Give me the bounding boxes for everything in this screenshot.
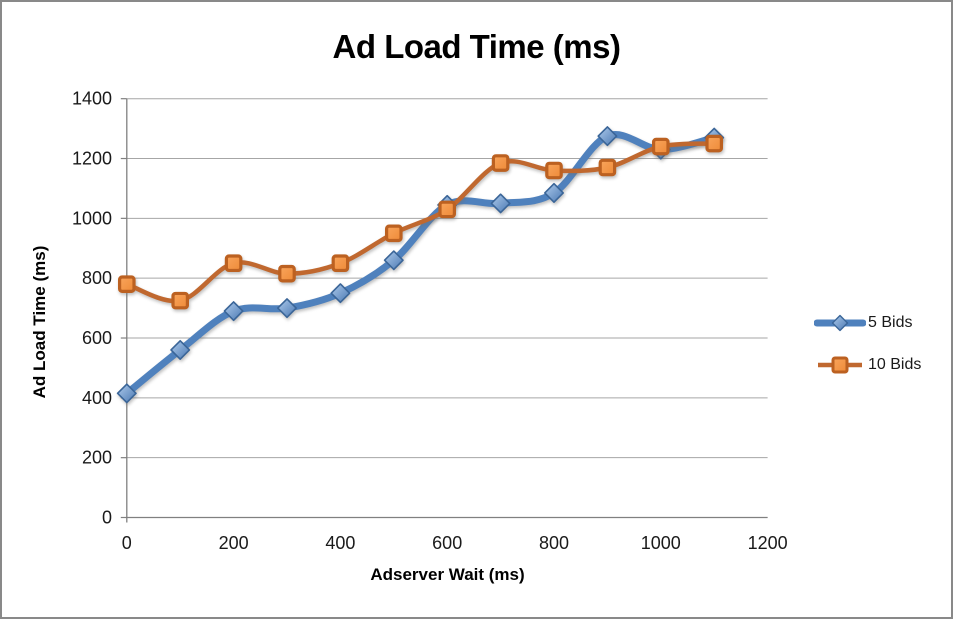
y-tick-label: 400 [82,388,112,408]
series-line [124,141,717,304]
data-point-marker [223,301,244,322]
y-axis-title: Ad Load Time (ms) [30,245,49,399]
x-axis-title: Adserver Wait (ms) [370,565,525,584]
chart-title: Ad Load Time (ms) [332,28,621,65]
data-point-marker [383,250,404,271]
data-point-marker [277,298,297,319]
data-point-marker [491,154,510,172]
data-point-marker [490,193,511,214]
x-tick-label: 600 [432,533,462,553]
legend-swatch-line-square-icon [818,356,862,374]
x-tick-label: 0 [122,533,132,553]
data-point-marker [385,224,403,243]
x-tick-label: 800 [539,533,569,553]
data-point-marker [651,137,670,156]
x-tick-label: 1200 [748,533,788,553]
data-point-marker [331,254,350,273]
data-point-marker [170,339,191,360]
data-point-marker [545,161,563,180]
data-point-marker [116,383,137,404]
y-tick-label: 200 [82,448,112,468]
data-point-marker [598,158,617,177]
data-point-marker [597,126,618,147]
series-5-bids [116,126,725,404]
data-point-marker [438,200,456,219]
y-tick-label: 600 [82,328,112,348]
legend: 5 Bids 10 Bids [814,308,921,380]
y-tick-label: 1400 [72,89,112,109]
series-line [123,131,718,397]
data-point-marker [224,254,243,273]
x-tick-label: 1000 [641,533,681,553]
y-tick-label: 0 [102,508,112,528]
data-point-marker [330,283,351,304]
y-tick-label: 800 [82,268,112,288]
x-tick-label: 200 [219,533,249,553]
data-point-marker [278,264,296,283]
legend-label: 5 Bids [868,314,913,331]
data-point-marker [544,182,564,203]
legend-item-5-bids: 5 Bids [814,308,921,338]
data-point-marker [117,275,136,293]
data-point-marker [171,291,189,310]
legend-label: 10 Bids [868,356,922,373]
legend-item-10-bids: 10 Bids [814,350,921,380]
y-tick-label: 1200 [72,149,112,169]
series-10-bids [117,134,723,310]
legend-swatch-line-diamond-icon [814,314,866,332]
x-tick-label: 400 [325,533,355,553]
data-point-marker [705,134,723,153]
y-tick-label: 1000 [72,208,112,228]
